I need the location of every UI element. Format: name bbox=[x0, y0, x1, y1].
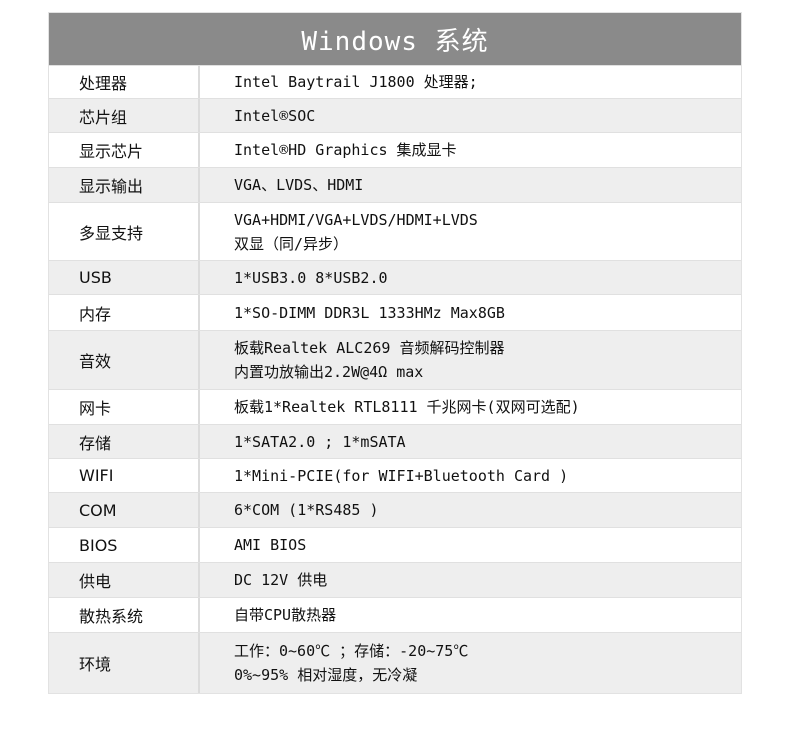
table-row: 供电 DC 12V 供电 bbox=[49, 562, 741, 597]
spec-value-line: VGA+HDMI/VGA+LVDS/HDMI+LVDS bbox=[234, 210, 478, 229]
spec-value: 工作：0~60℃ ；存储：-20~75℃ 0%~95% 相对湿度，无冷凝 bbox=[200, 633, 741, 693]
spec-value-line: Intel®HD Graphics 集成显卡 bbox=[234, 141, 457, 159]
spec-key: WIFI bbox=[49, 459, 200, 492]
table-row: 网卡 板载1*Realtek RTL8111 千兆网卡(双网可选配) bbox=[49, 389, 741, 424]
spec-key: 散热系统 bbox=[49, 598, 200, 632]
spec-key: 显示输出 bbox=[49, 168, 200, 202]
spec-value-line: 1*SATA2.0 ; 1*mSATA bbox=[234, 432, 406, 451]
table-row: 显示芯片 Intel®HD Graphics 集成显卡 bbox=[49, 132, 741, 167]
spec-key: 多显支持 bbox=[49, 203, 200, 260]
spec-key: COM bbox=[49, 493, 200, 527]
table-row: 显示输出 VGA、LVDS、HDMI bbox=[49, 167, 741, 202]
spec-value: 1*SATA2.0 ; 1*mSATA bbox=[200, 425, 741, 458]
spec-value: 板载1*Realtek RTL8111 千兆网卡(双网可选配) bbox=[200, 390, 741, 424]
spec-key: 供电 bbox=[49, 563, 200, 597]
spec-value-line: AMI BIOS bbox=[234, 536, 307, 554]
spec-value: AMI BIOS bbox=[200, 528, 741, 562]
spec-value: 6*COM (1*RS485 ) bbox=[200, 493, 741, 527]
table-row: 处理器 Intel Baytrail J1800 处理器; bbox=[49, 65, 741, 98]
table-row: USB 1*USB3.0 8*USB2.0 bbox=[49, 260, 741, 294]
spec-value-line: 板载1*Realtek RTL8111 千兆网卡(双网可选配) bbox=[234, 398, 580, 416]
table-row: 散热系统 自带CPU散热器 bbox=[49, 597, 741, 632]
spec-key: BIOS bbox=[49, 528, 200, 562]
spec-value: VGA+HDMI/VGA+LVDS/HDMI+LVDS 双显（同/异步） bbox=[200, 203, 741, 260]
table-row: 音效 板载Realtek ALC269 音频解码控制器 内置功放输出2.2W@4Ω … bbox=[49, 330, 741, 389]
spec-value-line: VGA、LVDS、HDMI bbox=[234, 176, 364, 194]
table-row: 环境 工作：0~60℃ ；存储：-20~75℃ 0%~95% 相对湿度，无冷凝 bbox=[49, 632, 741, 693]
spec-value: Intel®SOC bbox=[200, 99, 741, 132]
table-row: 内存 1*SO-DIMM DDR3L 1333HMz Max8GB bbox=[49, 294, 741, 330]
spec-value: 1*USB3.0 8*USB2.0 bbox=[200, 261, 741, 294]
table-row: 存储 1*SATA2.0 ; 1*mSATA bbox=[49, 424, 741, 458]
spec-key: 显示芯片 bbox=[49, 133, 200, 167]
spec-key: 内存 bbox=[49, 295, 200, 330]
spec-value-line: 工作：0~60℃ ；存储：-20~75℃ bbox=[234, 642, 469, 660]
table-row: 多显支持 VGA+HDMI/VGA+LVDS/HDMI+LVDS 双显（同/异步） bbox=[49, 202, 741, 260]
table-row: 芯片组 Intel®SOC bbox=[49, 98, 741, 132]
spec-value-line: 1*Mini-PCIE(for WIFI+Bluetooth Card ) bbox=[234, 466, 569, 485]
table-row: WIFI 1*Mini-PCIE(for WIFI+Bluetooth Card … bbox=[49, 458, 741, 492]
spec-value: VGA、LVDS、HDMI bbox=[200, 168, 741, 202]
spec-value-line: Intel Baytrail J1800 处理器; bbox=[234, 73, 478, 91]
spec-value-line: 双显（同/异步） bbox=[234, 234, 349, 253]
spec-value-line: 0%~95% 相对湿度，无冷凝 bbox=[234, 666, 418, 684]
spec-value-line: 1*SO-DIMM DDR3L 1333HMz Max8GB bbox=[234, 303, 505, 322]
spec-key: USB bbox=[49, 261, 200, 294]
spec-value: 1*Mini-PCIE(for WIFI+Bluetooth Card ) bbox=[200, 459, 741, 492]
table-row: BIOS AMI BIOS bbox=[49, 527, 741, 562]
spec-key: 存储 bbox=[49, 425, 200, 458]
spec-value-line: 1*USB3.0 8*USB2.0 bbox=[234, 268, 388, 287]
spec-value-line: Intel®SOC bbox=[234, 106, 316, 125]
spec-value-line: 自带CPU散热器 bbox=[234, 606, 337, 624]
spec-value: Intel®HD Graphics 集成显卡 bbox=[200, 133, 741, 167]
spec-key: 芯片组 bbox=[49, 99, 200, 132]
spec-value: 自带CPU散热器 bbox=[200, 598, 741, 632]
spec-key: 音效 bbox=[49, 331, 200, 389]
spec-value: Intel Baytrail J1800 处理器; bbox=[200, 66, 741, 98]
spec-value-line: DC 12V 供电 bbox=[234, 571, 328, 589]
spec-value-line: 板载Realtek ALC269 音频解码控制器 bbox=[234, 339, 505, 357]
spec-key: 网卡 bbox=[49, 390, 200, 424]
spec-value-line: 内置功放输出2.2W@4Ω max bbox=[234, 363, 424, 381]
spec-value: 板载Realtek ALC269 音频解码控制器 内置功放输出2.2W@4Ω ma… bbox=[200, 331, 741, 389]
spec-key: 处理器 bbox=[49, 66, 200, 98]
spec-value: DC 12V 供电 bbox=[200, 563, 741, 597]
table-row: COM 6*COM (1*RS485 ) bbox=[49, 492, 741, 527]
table-title: Windows 系统 bbox=[49, 13, 741, 65]
spec-value-line: 6*COM (1*RS485 ) bbox=[234, 501, 379, 519]
spec-table: Windows 系统 处理器 Intel Baytrail J1800 处理器; 芯… bbox=[48, 12, 742, 694]
spec-value: 1*SO-DIMM DDR3L 1333HMz Max8GB bbox=[200, 295, 741, 330]
spec-key: 环境 bbox=[49, 633, 200, 693]
